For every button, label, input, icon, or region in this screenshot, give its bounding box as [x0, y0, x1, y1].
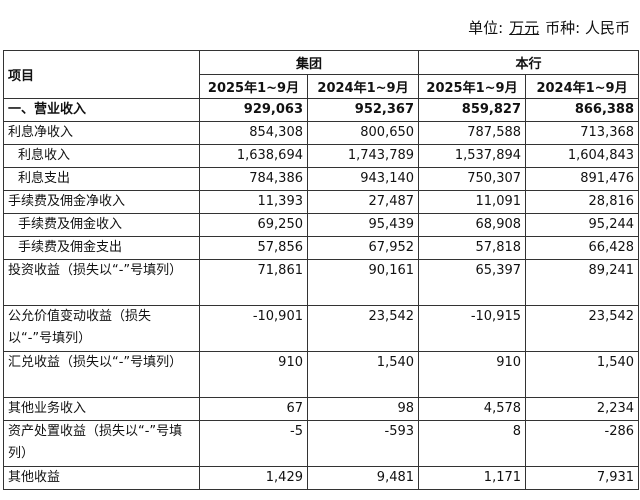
table-row: 汇兑收益（损失以“-”号填列） 910 1,540 910 1,540 [3, 351, 640, 398]
header-bank: 本行 [418, 50, 640, 75]
table-row: 手续费及佣金收入 69,250 95,439 68,908 95,244 [3, 213, 640, 237]
table-row: 手续费及佣金支出 57,856 67,952 57,818 66,428 [3, 236, 640, 260]
table-row: 其他业务收入 67 98 4,578 2,234 [3, 397, 640, 421]
cell-value: 71,861 [199, 259, 308, 306]
header-period: 2025年1~9月 [418, 74, 527, 99]
cell-value: 952,367 [306, 98, 420, 122]
row-label: 手续费及佣金净收入 [3, 190, 200, 214]
cell-value: 1,171 [418, 466, 527, 490]
header-group: 集团 [198, 50, 420, 75]
cell-value: 90,161 [306, 259, 420, 306]
cell-value: 854,308 [199, 121, 308, 145]
unit-label: 单位: [468, 19, 504, 37]
row-label: 汇兑收益（损失以“-”号填列） [3, 351, 200, 398]
cell-value: 9,481 [306, 466, 420, 490]
row-label: 手续费及佣金收入 [3, 213, 200, 237]
cell-value: 7,931 [525, 466, 640, 490]
cell-value: 66,428 [525, 236, 640, 260]
row-label: 投资收益（损失以“-”号填列） [3, 259, 200, 306]
cell-value: -5 [199, 420, 308, 467]
cell-value: 28,816 [525, 190, 640, 214]
unit-value: 万元 [509, 19, 540, 37]
cell-value: 1,638,694 [199, 144, 308, 168]
cell-value: 2,234 [525, 397, 640, 421]
cell-value: 1,540 [525, 351, 640, 398]
cell-value: 89,241 [525, 259, 640, 306]
cell-value: 1,429 [199, 466, 308, 490]
cell-value: 910 [418, 351, 527, 398]
row-label: 一、营业收入 [3, 98, 200, 122]
row-label: 利息收入 [3, 144, 200, 168]
cell-value: 866,388 [525, 98, 640, 122]
header-period: 2025年1~9月 [199, 74, 308, 99]
table-row: 其他收益 1,429 9,481 1,171 7,931 [3, 466, 640, 490]
table-row: 利息净收入 854,308 800,650 787,588 713,368 [3, 121, 640, 145]
cell-value: -10,901 [199, 305, 308, 352]
row-label: 手续费及佣金支出 [3, 236, 200, 260]
row-label: 公允价值变动收益（损失以“-”号填列） [3, 305, 200, 352]
cell-value: 67,952 [306, 236, 420, 260]
currency-label: 币种: [545, 19, 581, 37]
row-label: 其他业务收入 [3, 397, 200, 421]
cell-value: 68,908 [418, 213, 527, 237]
cell-value: 23,542 [306, 305, 420, 352]
cell-value: 891,476 [525, 167, 640, 191]
cell-value: 23,542 [525, 305, 640, 352]
table-row: 公允价值变动收益（损失以“-”号填列） -10,901 23,542 -10,915 2… [3, 305, 640, 352]
cell-value: 1,743,789 [306, 144, 420, 168]
cell-value: 65,397 [418, 259, 527, 306]
header-item: 项目 [3, 50, 200, 99]
cell-value: 787,588 [418, 121, 527, 145]
cell-value: 98 [306, 397, 420, 421]
cell-value: 859,827 [418, 98, 527, 122]
table-row: 利息支出 784,386 943,140 750,307 891,476 [3, 167, 640, 191]
cell-value: -10,915 [418, 305, 527, 352]
cell-value: 11,091 [418, 190, 527, 214]
cell-value: 95,244 [525, 213, 640, 237]
cell-value: 800,650 [306, 121, 420, 145]
currency-value: 人民币 [584, 19, 630, 37]
cell-value: 784,386 [199, 167, 308, 191]
row-label: 利息净收入 [3, 121, 200, 145]
cell-value: 713,368 [525, 121, 640, 145]
cell-value: 1,537,894 [418, 144, 527, 168]
table-row: 投资收益（损失以“-”号填列） 71,861 90,161 65,397 89,241 [3, 259, 640, 306]
cell-value: 27,487 [306, 190, 420, 214]
cell-value: 57,856 [199, 236, 308, 260]
table-row: 资产处置收益（损失以“-”号填列） -5 -593 8 -286 [3, 420, 640, 467]
row-label: 资产处置收益（损失以“-”号填列） [3, 420, 200, 467]
cell-value: 1,540 [306, 351, 420, 398]
cell-value: 929,063 [199, 98, 308, 122]
cell-value: 57,818 [418, 236, 527, 260]
row-label: 其他收益 [3, 466, 200, 490]
header-period: 2024年1~9月 [306, 74, 420, 99]
income-statement-table: 项目 集团 本行 2025年1~9月 2024年1~9月 2025年1~9月 2… [3, 50, 640, 490]
cell-value: 943,140 [306, 167, 420, 191]
cell-value: 750,307 [418, 167, 527, 191]
cell-value: 910 [199, 351, 308, 398]
header-period: 2024年1~9月 [525, 74, 640, 99]
cell-value: -286 [525, 420, 640, 467]
table-row: 利息收入 1,638,694 1,743,789 1,537,894 1,604,843 [3, 144, 640, 168]
cell-value: 8 [418, 420, 527, 467]
cell-value: 11,393 [199, 190, 308, 214]
cell-value: 69,250 [199, 213, 308, 237]
table-row: 手续费及佣金净收入 11,393 27,487 11,091 28,816 [3, 190, 640, 214]
row-label: 利息支出 [3, 167, 200, 191]
cell-value: 4,578 [418, 397, 527, 421]
cell-value: 95,439 [306, 213, 420, 237]
cell-value: -593 [306, 420, 420, 467]
table-row: 一、营业收入 929,063 952,367 859,827 866,388 [3, 98, 640, 122]
unit-line: 单位: 万元 币种: 人民币 [468, 17, 630, 38]
cell-value: 1,604,843 [525, 144, 640, 168]
cell-value: 67 [199, 397, 308, 421]
